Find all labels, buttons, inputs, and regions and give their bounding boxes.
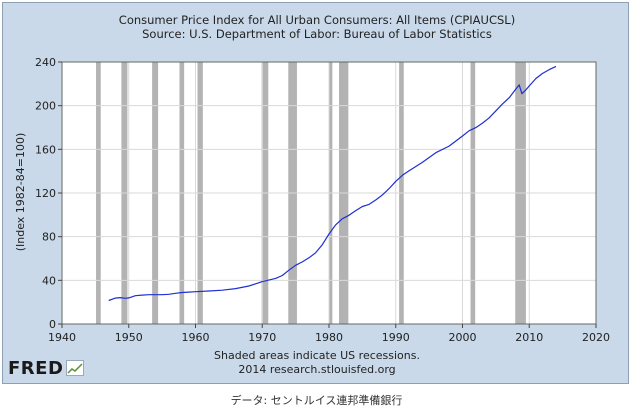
- y-tick-label: 200: [35, 100, 56, 113]
- fred-logo-text: FRED: [8, 357, 64, 379]
- x-tick-label: 2010: [515, 331, 543, 344]
- y-tick-label: 160: [35, 143, 56, 156]
- cpi-series-line: [108, 65, 557, 302]
- source-note: 2014 research.stlouisfed.org: [238, 363, 395, 376]
- chart-graph-icon: [66, 360, 85, 376]
- fred-logo: FRED: [8, 357, 85, 379]
- y-tick-label: 120: [35, 187, 56, 200]
- recession-note: Shaded areas indicate US recessions.: [214, 349, 420, 362]
- x-tick-label: 1990: [382, 331, 410, 344]
- y-tick-label: 80: [42, 231, 56, 244]
- plot-area: 1940 1950 1960 1970 1980 1990 2000 2010 2020 0 40 8…: [35, 56, 610, 344]
- x-tick-label: 1960: [182, 331, 210, 344]
- x-tick-label: 1970: [248, 331, 276, 344]
- y-axis-label: (Index 1982-84=100): [14, 133, 27, 252]
- y-tick-label: 0: [49, 318, 56, 331]
- y-tick-label: 40: [42, 274, 56, 287]
- x-tick-label: 1950: [115, 331, 143, 344]
- x-tick-label: 2000: [449, 331, 477, 344]
- chart-title: Consumer Price Index for All Urban Consu…: [119, 13, 515, 27]
- data-source-caption: データ: セントルイス連邦準備銀行: [230, 394, 403, 407]
- y-tick-label: 240: [35, 56, 56, 69]
- x-tick-label: 2020: [582, 331, 610, 344]
- chart-subtitle: Source: U.S. Department of Labor: Bureau…: [142, 27, 492, 41]
- chart-svg: Consumer Price Index for All Urban Consu…: [14, 13, 610, 376]
- x-tick-label: 1940: [48, 331, 76, 344]
- x-tick-label: 1980: [315, 331, 343, 344]
